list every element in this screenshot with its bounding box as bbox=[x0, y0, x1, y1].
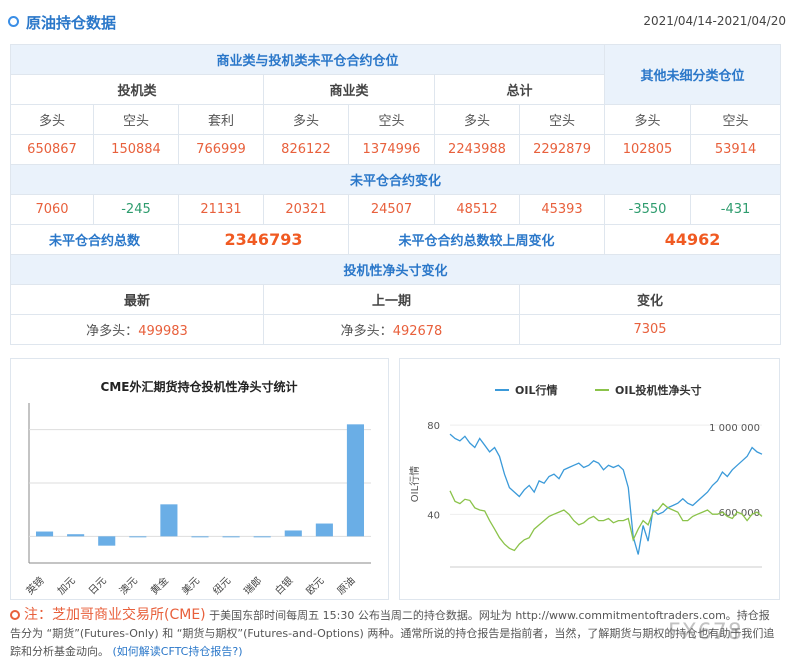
oi-change-value: 21131 bbox=[178, 194, 264, 225]
col-header: 多头 bbox=[10, 104, 94, 135]
bar-category-label: 瑞郎 bbox=[241, 574, 264, 597]
series-line bbox=[449, 433, 763, 555]
bar-category-label: 加元 bbox=[55, 575, 78, 598]
bar-category-label: 黄金 bbox=[148, 574, 171, 597]
oi-change-value: 24507 bbox=[348, 194, 435, 225]
bar bbox=[222, 536, 240, 538]
position-value: 2292879 bbox=[518, 134, 606, 165]
net-previous-value: 492678 bbox=[392, 324, 443, 339]
line-chart-panel: OIL行情 OIL投机性净头寸 OIL行情 80 40 1 000 000 600 000 bbox=[399, 358, 780, 600]
col-header: 空头 bbox=[93, 104, 179, 135]
group-other: 其他未细分类仓位 bbox=[604, 44, 782, 105]
oi-change-value: 7060 bbox=[10, 194, 94, 225]
bar bbox=[315, 523, 333, 537]
bar-category-label: 日元 bbox=[87, 575, 109, 597]
net-latest-value: 499983 bbox=[138, 324, 188, 339]
position-value: 650867 bbox=[10, 134, 94, 165]
oi-change-value: -3550 bbox=[604, 194, 692, 225]
net-latest-cell: 净多头：499983 bbox=[10, 314, 264, 345]
oi-change-value: -431 bbox=[690, 194, 782, 225]
oi-change-title: 未平仓合约变化 bbox=[9, 164, 782, 195]
oi-change-value: 20321 bbox=[263, 194, 349, 225]
date-range: 2021/04/14-2021/04/20 bbox=[643, 14, 786, 28]
bar-chart-panel: CME外汇期货持仓投机性净头寸统计 英镑 加元 日元 澳元 黄金 美元 纽元 瑞郎 白银 欧元 原油 bbox=[10, 358, 389, 600]
oi-weekly-value: 44962 bbox=[604, 224, 782, 255]
col-header: 多头 bbox=[263, 104, 349, 135]
position-value: 1374996 bbox=[348, 134, 435, 165]
right-tick-label: 1 000 000 bbox=[709, 423, 760, 434]
bar bbox=[98, 536, 116, 546]
bar bbox=[346, 424, 365, 537]
bar-category-label: 原油 bbox=[334, 574, 357, 597]
position-value: 150884 bbox=[93, 134, 179, 165]
bar-category-label: 英镑 bbox=[23, 574, 46, 597]
oi-total-label: 未平仓合约总数 bbox=[10, 224, 179, 255]
net-header-previous: 上一期 bbox=[263, 284, 520, 315]
note-lead: 注：芝加哥商业交易所(CME) bbox=[24, 607, 206, 623]
bar bbox=[35, 531, 54, 537]
position-value: 102805 bbox=[604, 134, 692, 165]
legend-label: OIL投机性净头寸 bbox=[615, 383, 701, 397]
footnote: 注：芝加哥商业交易所(CME) 于美国东部时间每周五 15:30 公布当周二的持… bbox=[10, 606, 780, 661]
bar bbox=[284, 530, 302, 537]
net-change-value: 7305 bbox=[518, 314, 782, 345]
col-header: 多头 bbox=[604, 104, 692, 135]
bar-category-label: 欧元 bbox=[304, 575, 327, 598]
position-value: 826122 bbox=[263, 134, 349, 165]
net-prefix: 净多头： bbox=[86, 324, 139, 339]
bar-chart-title: CME外汇期货持仓投机性净头寸统计 bbox=[101, 379, 298, 394]
bar bbox=[160, 504, 178, 537]
bar bbox=[129, 536, 147, 538]
col-header: 空头 bbox=[348, 104, 435, 135]
series-line bbox=[449, 490, 763, 552]
sub-speculative: 投机类 bbox=[10, 74, 264, 105]
watermark-logo: FX678 bbox=[668, 620, 743, 645]
legend-label: OIL行情 bbox=[515, 383, 557, 397]
bar-category-label: 美元 bbox=[179, 574, 202, 597]
net-header-latest: 最新 bbox=[10, 284, 264, 315]
cftc-help-link[interactable]: (如何解读CFTC持仓报告?) bbox=[112, 645, 243, 658]
sub-total: 总计 bbox=[433, 74, 606, 105]
left-tick-label: 80 bbox=[427, 421, 440, 432]
col-header: 套利 bbox=[178, 104, 264, 135]
page-title: 原油持仓数据 bbox=[26, 14, 117, 32]
group-commercial-speculative: 商业类与投机类未平仓合约仓位 bbox=[9, 44, 606, 75]
position-value: 766999 bbox=[178, 134, 264, 165]
col-header: 空头 bbox=[518, 104, 606, 135]
circle-icon bbox=[10, 610, 20, 620]
bar-category-label: 白银 bbox=[272, 574, 295, 597]
bar-category-label: 澳元 bbox=[117, 574, 140, 597]
left-tick-label: 40 bbox=[427, 510, 440, 521]
position-value: 53914 bbox=[690, 134, 782, 165]
col-header: 多头 bbox=[434, 104, 520, 135]
position-value: 2243988 bbox=[434, 134, 520, 165]
note-text: 于美国东部时间每周五 15:30 公布当周二的持仓数据。网址为 http://w… bbox=[10, 609, 775, 658]
bar bbox=[67, 534, 85, 537]
spec-net-title: 投机性净头寸变化 bbox=[9, 254, 782, 285]
positions-table: 商业类与投机类未平仓合约仓位 其他未细分类仓位 投机类 商业类 总计 多头 空头… bbox=[9, 44, 782, 345]
oi-change-value: 45393 bbox=[518, 194, 606, 225]
oi-total-value: 2346793 bbox=[178, 224, 349, 255]
bar bbox=[253, 536, 271, 538]
oi-change-value: 48512 bbox=[434, 194, 520, 225]
bar-category-label: 纽元 bbox=[210, 574, 233, 597]
left-axis-label: OIL行情 bbox=[408, 466, 421, 502]
col-header: 空头 bbox=[690, 104, 782, 135]
bar-chart: CME外汇期货持仓投机性净头寸统计 英镑 加元 日元 澳元 黄金 美元 纽元 瑞郎 白银 欧元 原油 bbox=[23, 379, 371, 598]
circle-icon bbox=[8, 16, 19, 27]
bar bbox=[191, 536, 209, 538]
oi-weekly-label: 未平仓合约总数较上周变化 bbox=[347, 224, 606, 255]
oi-change-value: -245 bbox=[93, 194, 179, 225]
header: 原油持仓数据 2021/04/14-2021/04/20 bbox=[0, 0, 800, 44]
net-previous-cell: 净多头：492678 bbox=[263, 314, 520, 345]
net-prefix: 净多头： bbox=[340, 324, 393, 339]
net-header-change: 变化 bbox=[518, 284, 782, 315]
sub-commercial: 商业类 bbox=[263, 74, 435, 105]
